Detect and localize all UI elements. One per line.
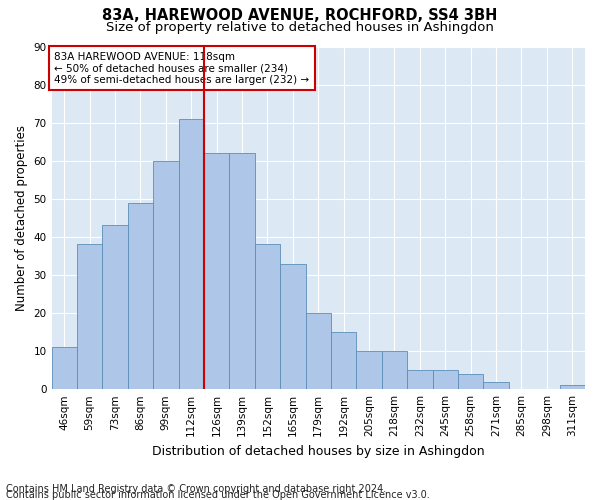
Text: 83A, HAREWOOD AVENUE, ROCHFORD, SS4 3BH: 83A, HAREWOOD AVENUE, ROCHFORD, SS4 3BH	[103, 8, 497, 22]
Bar	[331, 332, 356, 389]
Bar	[433, 370, 458, 389]
Bar	[128, 202, 153, 389]
Bar	[255, 244, 280, 389]
Bar	[204, 153, 229, 389]
Text: Contains HM Land Registry data © Crown copyright and database right 2024.: Contains HM Land Registry data © Crown c…	[6, 484, 386, 494]
Text: Contains public sector information licensed under the Open Government Licence v3: Contains public sector information licen…	[6, 490, 430, 500]
X-axis label: Distribution of detached houses by size in Ashingdon: Distribution of detached houses by size …	[152, 444, 485, 458]
Bar	[103, 226, 128, 389]
Bar	[179, 119, 204, 389]
Text: Size of property relative to detached houses in Ashingdon: Size of property relative to detached ho…	[106, 21, 494, 34]
Bar	[484, 382, 509, 389]
Bar	[77, 244, 103, 389]
Bar	[407, 370, 433, 389]
Bar	[153, 160, 179, 389]
Bar	[280, 264, 305, 389]
Y-axis label: Number of detached properties: Number of detached properties	[15, 125, 28, 311]
Bar	[52, 348, 77, 389]
Bar	[356, 351, 382, 389]
Bar	[305, 313, 331, 389]
Bar	[382, 351, 407, 389]
Bar	[229, 153, 255, 389]
Text: 83A HAREWOOD AVENUE: 118sqm
← 50% of detached houses are smaller (234)
49% of se: 83A HAREWOOD AVENUE: 118sqm ← 50% of det…	[54, 52, 310, 85]
Bar	[458, 374, 484, 389]
Bar	[560, 386, 585, 389]
